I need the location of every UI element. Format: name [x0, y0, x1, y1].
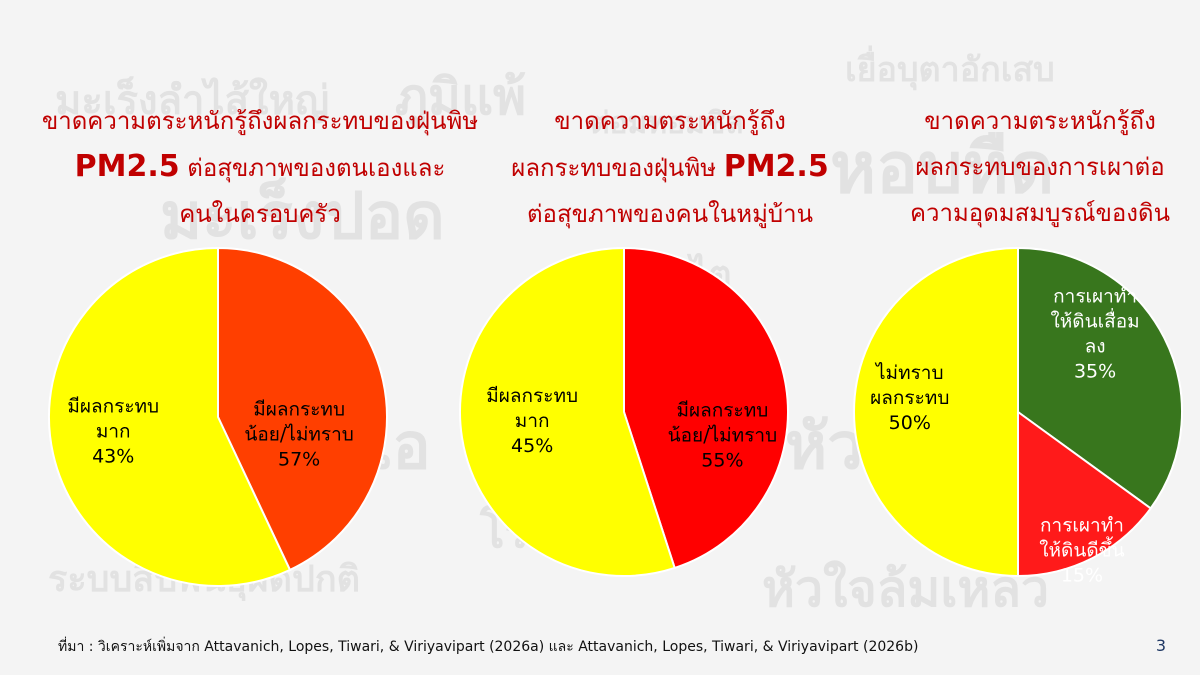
slice-label: มีผลกระทบมาก 45% [486, 385, 578, 457]
background-word: เยื่อบุตาอักเสบ [845, 50, 1055, 90]
background-word: ภูมิแพ้ [395, 68, 527, 126]
chart-3-title-line: ผลกระทบของการเผาต่อ [915, 153, 1165, 181]
chart-2-title-line: ผลกระทบของฝุ่นพิษ PM2.5 [511, 149, 829, 184]
chart-3-title-line: ความอุดมสมบูรณ์ของดิน [909, 199, 1171, 227]
pm25-emphasis: PM2.5 [723, 149, 829, 184]
chart-3-title: ขาดความตระหนักรู้ถึง ผลกระทบของการเผาต่อ… [880, 98, 1200, 236]
slice-percent-label: 50% [889, 412, 931, 434]
slice-label-line: มีผลกระทบ [67, 395, 159, 417]
pie-slice [1017, 246, 1183, 510]
chart-1-title-line: PM2.5 ต่อสุขภาพของตนเองและ [74, 149, 446, 184]
pie-slice [853, 246, 1019, 578]
chart-1-title: ขาดความตระหนักรู้ถึงผลกระทบของฝุ่นพิษ PM… [10, 98, 510, 237]
pie-slice [1017, 410, 1153, 578]
slice-label-line: มีผลกระทบ [253, 399, 345, 421]
slice-label: ไม่ทราบผลกระทบ 50% [870, 362, 949, 434]
slice-label-line: น้อย/ไม่ทราบ [244, 424, 353, 446]
slice-label-line: มีผลกระทบ [486, 385, 578, 407]
slice-label: มีผลกระทบน้อย/ไม่ทราบ 55% [668, 400, 777, 472]
slice-percent-label: 55% [701, 450, 743, 472]
page-number: 3 [1155, 636, 1166, 655]
slice-label-line: ไม่ทราบ [874, 362, 944, 384]
slice-label-line: ให้ดินดีขึ้น [1039, 536, 1124, 561]
slice-label-line: การเผาทำ [1040, 514, 1124, 536]
slice-label: มีผลกระทบมาก 43% [67, 395, 159, 467]
slice-label-line: มาก [515, 410, 550, 432]
background-word: มะเร็งปอด [160, 180, 445, 254]
slice-label: การเผาทำให้ดินเสื่อมลง 35% [1051, 285, 1140, 382]
slice-label-line: การเผาทำ [1053, 285, 1137, 307]
background-word: มะเร็งลำไส้ใหญ่ [55, 78, 330, 124]
pie-chart-3: การเผาทำให้ดินเสื่อมลง 35%การเผาทำให้ดินด… [853, 246, 1183, 586]
pie-slice [623, 246, 789, 570]
pie-slice [217, 246, 389, 572]
slice-percent-label: 45% [511, 435, 553, 457]
pie-slice [48, 246, 292, 587]
pie-slice [459, 246, 676, 577]
slice-label-line: มาก [96, 420, 131, 442]
slice-percent-label: 15% [1061, 564, 1103, 586]
slice-label-line: น้อย/ไม่ทราบ [668, 425, 777, 447]
background-word: หอบหืด [830, 127, 1055, 209]
chart-3-title-line: ขาดความตระหนักรู้ถึง [924, 107, 1156, 135]
slice-label-line: ผลกระทบ [870, 387, 949, 409]
slice-label: การเผาทำให้ดินดีขึ้น 15% [1039, 514, 1124, 586]
slice-percent-label: 57% [278, 449, 320, 471]
chart-2-title-line: ต่อสุขภาพของคนในหมู่บ้าน [526, 200, 814, 228]
pie-chart-2: มีผลกระทบมาก 45%มีผลกระทบน้อย/ไม่ทราบ 55% [459, 246, 789, 577]
chart-2-title-line: ขาดความตระหนักรู้ถึง [554, 107, 786, 135]
slice-label-line: ลง [1085, 335, 1106, 357]
slice-label-line: ให้ดินเสื่อม [1051, 307, 1140, 332]
background-word: ต่อมทอมซิล [590, 106, 744, 141]
chart-2-title: ขาดความตระหนักรู้ถึง ผลกระทบของฝุ่นพิษ P… [430, 98, 910, 237]
pie-chart-1: มีผลกระทบมาก 43% มีผลกระทบน้อย/ไม่ทราบ 57% [48, 246, 389, 587]
slice-percent-label: 43% [92, 445, 134, 467]
slice-label-line: มีผลกระทบ [676, 400, 768, 422]
slice-label: มีผลกระทบน้อย/ไม่ทราบ 57% [244, 399, 353, 471]
chart-1-title-line: ขาดความตระหนักรู้ถึงผลกระทบของฝุ่นพิษ [41, 107, 479, 135]
chart-1-title-line: คนในครอบครัว [179, 200, 341, 228]
pm25-emphasis: PM2.5 [74, 149, 180, 184]
source-citation: ที่มา : วิเคราะห์เพิ่มจาก Attavanich, Lo… [58, 639, 919, 655]
slice-percent-label: 35% [1074, 360, 1116, 382]
